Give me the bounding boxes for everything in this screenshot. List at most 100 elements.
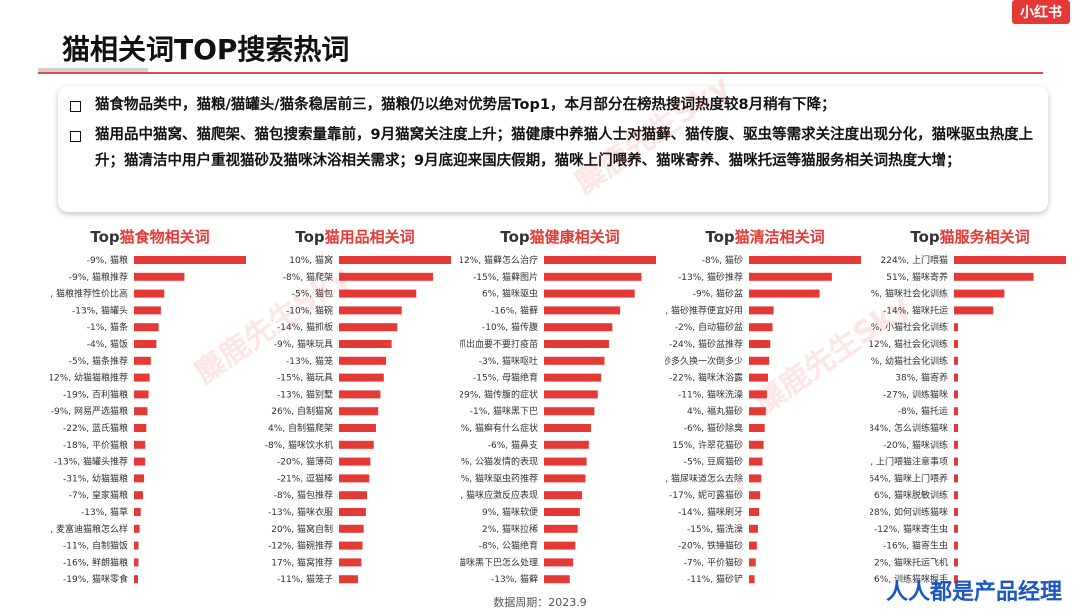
category-label: -16%, 猫藓 <box>491 304 538 316</box>
category-label: 4%, 自制猫爬架 <box>268 422 333 434</box>
category-label: -13%, 猫藓 <box>491 573 538 585</box>
bar <box>749 491 761 500</box>
category-label: -21%, 逗猫棒 <box>277 472 333 484</box>
category-label: -7%, 皇家猫粮 <box>69 489 128 501</box>
category-label: -34%, 怎么训练猫咪 <box>870 422 948 434</box>
bar <box>544 323 613 332</box>
chart-title: Top猫服务相关词 <box>870 226 1070 247</box>
bar <box>954 323 958 332</box>
bar <box>749 541 757 550</box>
category-label: -12%, 猫社会化训练 <box>870 338 948 350</box>
bar <box>749 575 755 584</box>
bar <box>544 508 580 516</box>
bar <box>954 508 958 516</box>
bar <box>134 474 145 483</box>
bar <box>544 407 595 416</box>
bar <box>749 440 764 449</box>
chart-title-main: 猫服务相关词 <box>939 228 1030 246</box>
bar <box>954 306 994 315</box>
category-label: -10%, 猫碗 <box>286 304 333 316</box>
category-label: 38%, 猫寄养 <box>895 372 948 384</box>
category-label: -14%, 猫抓板 <box>277 321 333 333</box>
bar <box>339 323 398 332</box>
chart-title-main: 猫清洁相关词 <box>734 228 825 246</box>
bar <box>954 424 958 432</box>
bar <box>749 508 760 516</box>
category-label: -13%, 猫笼 <box>286 355 333 367</box>
category-label: -6%, 猫砂除臭 <box>684 422 743 434</box>
chart-title-prefix: Top <box>90 228 120 246</box>
category-label: -22%, 猫咪沐浴露 <box>669 372 743 384</box>
category-label: -7%, 被猫抓出血要不要打疫苗 <box>460 338 538 350</box>
title-divider <box>38 72 1043 74</box>
category-label: -9%, 猫粮推荐 <box>69 271 128 283</box>
bar <box>134 457 146 466</box>
category-label: -13%, 猫罐头 <box>72 304 128 316</box>
bar <box>954 524 958 533</box>
category-label: -15%, 猫洗澡 <box>687 523 743 535</box>
category-label: -8%, 猫包推荐 <box>274 489 333 501</box>
bar <box>749 323 773 332</box>
bar <box>134 340 157 348</box>
chart-cleaning: -8%, 猫砂 -13%, 猫砂推荐 -9%, 猫砂盆 -2%, 猫砂推荐便宜好用 -2… <box>665 254 861 585</box>
category-label: -13%, 猫砂推荐 <box>678 271 743 283</box>
bar <box>544 356 605 365</box>
bar <box>134 440 146 449</box>
category-label: -16%, 猫寄生虫 <box>883 540 948 552</box>
category-label: 6%, 猫咪脱敏训练 <box>874 489 948 501</box>
category-label: -12%, 猫碗推荐 <box>268 540 333 552</box>
checkbox-icon <box>70 101 81 112</box>
bar <box>954 256 1066 264</box>
bar <box>544 373 602 382</box>
chart-title-prefix: Top <box>500 228 530 246</box>
bar <box>339 407 379 416</box>
bar <box>134 356 151 365</box>
category-label: -19%, 猫咪零食 <box>63 573 128 585</box>
category-label: -12%, 幼猫猫粮推荐 <box>50 372 128 384</box>
category-label: -20%, 铁锤猫砂 <box>678 540 743 552</box>
bar <box>954 491 958 500</box>
checkbox-icon <box>70 131 81 142</box>
bar <box>339 340 392 348</box>
category-label: -15%, 猫玩具 <box>277 372 333 384</box>
bar <box>954 541 958 550</box>
category-label: -14%, 麦富迪猫粮怎么样 <box>50 523 128 535</box>
chart-panel-service: Top猫服务相关词 224%, 上门喂猫 51%, 猫咪寄养 -19%, 猫咪社会化… <box>870 226 1070 586</box>
category-label: -8%, 猫爬架 <box>283 271 333 283</box>
bar <box>749 356 770 365</box>
bar <box>544 524 578 533</box>
bar <box>339 373 384 382</box>
category-label: -1%, 猫条 <box>87 321 128 333</box>
chart-title-prefix: Top <box>910 228 940 246</box>
category-label: 26%, 自制猫窝 <box>271 405 333 417</box>
category-label: -19%, 小猫社会化训练 <box>870 321 948 333</box>
bar <box>749 424 765 432</box>
bar <box>544 424 592 432</box>
summary-text-2: 猫用品中猫窝、猫爬架、猫包搜索量靠前，9月猫窝关注度上升；猫健康中养猫人士对猫藓… <box>95 127 1034 169</box>
bar <box>134 323 159 332</box>
bar <box>544 440 589 449</box>
bar <box>339 272 434 281</box>
category-label: -29%, 猫传腹的症状 <box>460 388 538 400</box>
bar <box>134 407 148 416</box>
bar <box>749 340 771 348</box>
category-label: -10%, 猫传腹 <box>482 321 538 333</box>
bar <box>134 541 139 550</box>
bar <box>749 256 861 264</box>
category-label: -13%, 猫别墅 <box>277 388 333 400</box>
chart-panel-health: Top猫健康相关词 -12%, 猫藓怎么治疗 -15%, 猫藓图片 6%, 猫咪驱虫… <box>460 226 660 586</box>
title-accent-bar <box>38 68 148 72</box>
bar <box>749 289 820 298</box>
category-label: -2%, 自动猫砂盆 <box>675 321 743 333</box>
bar <box>749 272 832 281</box>
bar <box>134 306 161 315</box>
category-label: -12%, 猫咪寄生虫 <box>874 523 948 535</box>
category-label: -21%, 幼猫社会化训练 <box>870 355 948 367</box>
bar <box>339 390 381 399</box>
category-label: -5%, 猫包 <box>292 288 333 300</box>
category-label: -3%, 猫咪呕吐 <box>479 355 538 367</box>
category-label: -19%, 百利猫粮 <box>63 388 128 400</box>
chart-title-prefix: Top <box>295 228 325 246</box>
category-label: -7%, 平价猫砂 <box>684 556 743 568</box>
bar <box>134 272 185 281</box>
